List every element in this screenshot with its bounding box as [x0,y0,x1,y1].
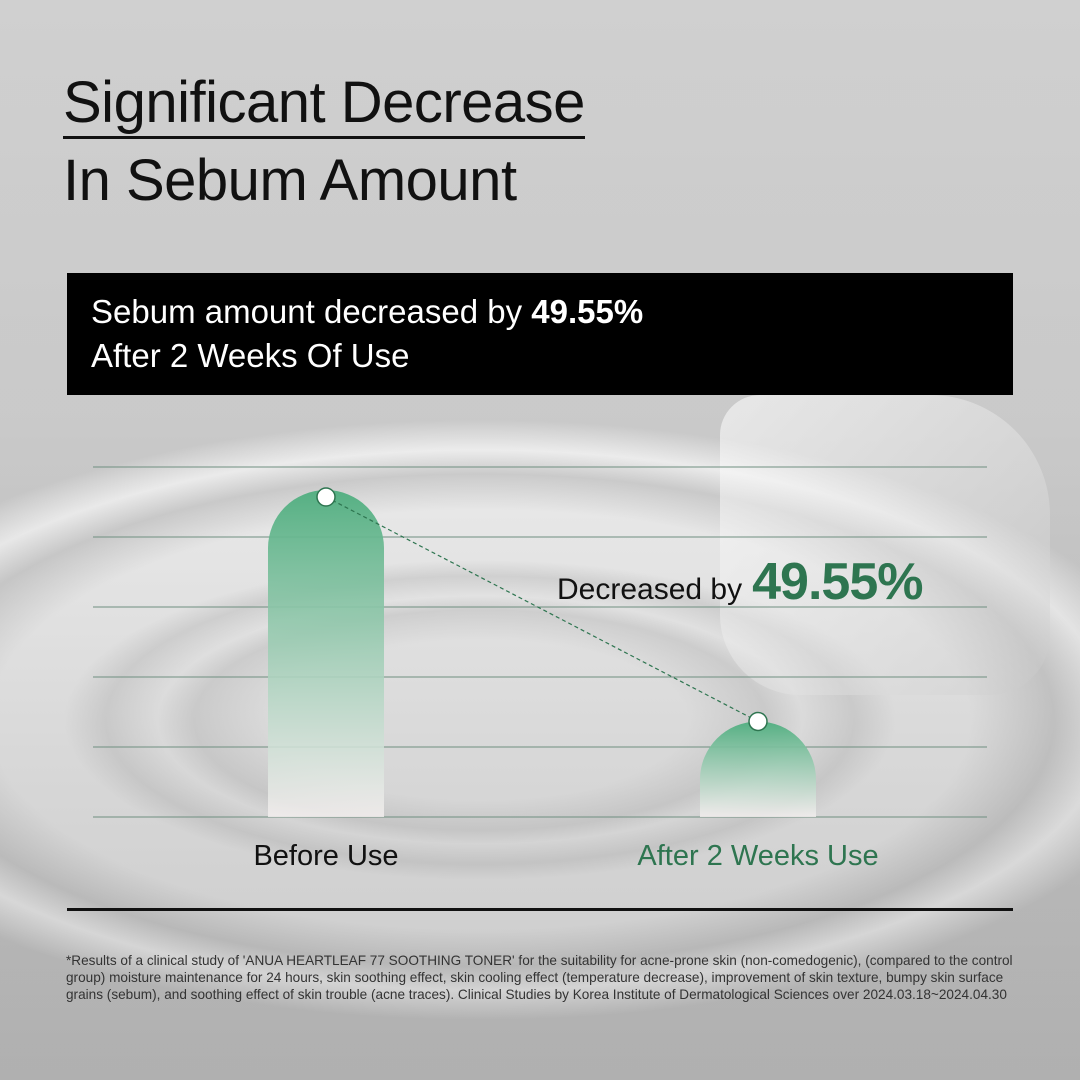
data-point-after [748,711,768,732]
result-banner: Sebum amount decreased by 49.55% After 2… [67,273,1013,395]
decrease-annotation: Decreased by 49.55% [557,552,923,612]
bar-before [268,490,384,817]
x-label-after: After 2 Weeks Use [637,840,879,872]
bar-after [700,721,816,817]
decrease-label: Decreased by [557,573,743,606]
banner-value: 49.55% [531,293,644,330]
toner-bottle-image [720,395,1050,695]
footnote: *Results of a clinical study of 'ANUA HE… [66,953,1013,1002]
decrease-value: 49.55% [752,553,923,611]
page-title-line1: Significant Decrease [63,74,585,139]
divider [67,908,1013,911]
banner-subtext: After 2 Weeks Of Use [91,337,410,374]
banner-text: Sebum amount decreased by [91,293,532,330]
page-title-line2: In Sebum Amount [63,148,517,213]
x-label-before: Before Use [253,840,399,872]
data-point-before [316,487,336,507]
